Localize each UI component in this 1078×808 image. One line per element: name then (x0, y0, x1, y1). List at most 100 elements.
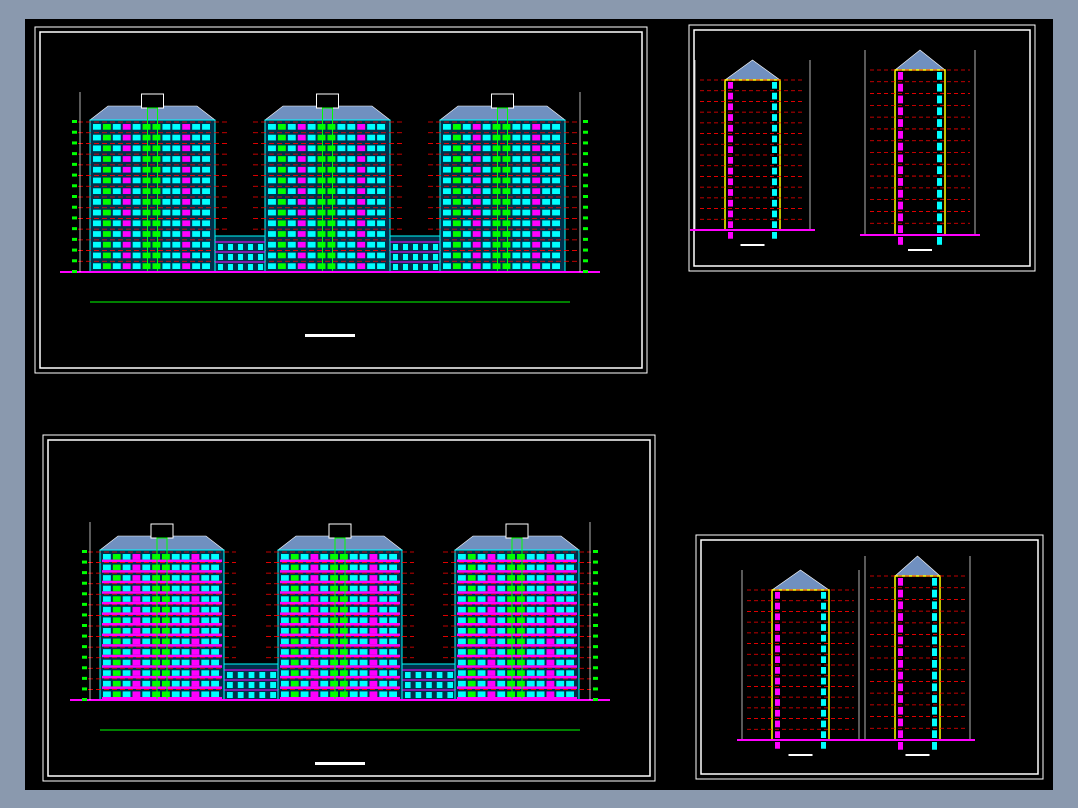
window (290, 617, 299, 623)
window (152, 199, 161, 205)
section-window (937, 213, 942, 222)
window (477, 575, 486, 581)
podium-window (436, 672, 443, 678)
window (472, 124, 481, 130)
level-marker (583, 237, 588, 241)
window (556, 670, 565, 676)
level-marker (583, 152, 588, 156)
level-marker (593, 634, 598, 638)
window (112, 220, 121, 227)
window (201, 617, 210, 623)
window (389, 649, 397, 655)
window (472, 145, 481, 152)
section-window (772, 178, 777, 186)
window (357, 177, 366, 184)
balcony-band (280, 559, 400, 563)
window (337, 188, 346, 194)
window (367, 209, 376, 216)
section-window (898, 695, 903, 703)
balcony-band (102, 644, 222, 647)
window (337, 166, 346, 173)
window (517, 670, 525, 676)
window (202, 231, 210, 237)
window (458, 554, 466, 560)
podium-window (413, 254, 418, 260)
window (112, 199, 121, 205)
window (517, 564, 525, 571)
window (536, 575, 545, 581)
window (202, 188, 210, 194)
window (379, 691, 388, 697)
window (552, 124, 560, 130)
window (162, 585, 170, 592)
window (458, 638, 466, 645)
window (290, 649, 299, 655)
window (522, 134, 531, 141)
window (327, 156, 336, 162)
window (132, 241, 141, 248)
window (532, 145, 541, 152)
window (517, 606, 525, 613)
level-marker (82, 634, 87, 638)
window (287, 263, 296, 269)
window (443, 188, 451, 194)
window (487, 606, 496, 613)
level-marker (593, 698, 598, 701)
level-marker (72, 216, 77, 220)
window (340, 659, 348, 666)
window (122, 241, 131, 248)
window (536, 585, 545, 592)
podium-window (447, 672, 453, 678)
window (181, 670, 190, 676)
window (369, 575, 378, 581)
section-window (898, 706, 903, 715)
window (281, 680, 289, 687)
level-marker (593, 645, 598, 649)
section-window (937, 189, 942, 198)
window (310, 585, 319, 592)
window (542, 231, 551, 237)
level-marker (82, 571, 87, 575)
window (142, 670, 151, 676)
window (467, 628, 476, 634)
section-window (728, 124, 733, 132)
window (487, 575, 496, 581)
window (359, 628, 368, 634)
section-window (775, 688, 780, 696)
window (330, 649, 338, 655)
window (162, 188, 171, 194)
window (297, 188, 306, 194)
window (512, 199, 521, 205)
window (340, 554, 348, 560)
window (512, 166, 521, 173)
window (349, 680, 358, 687)
level-marker (72, 237, 77, 241)
window (462, 134, 471, 141)
window (337, 241, 346, 248)
window (532, 209, 541, 216)
window (452, 252, 461, 259)
section-window (728, 114, 733, 121)
section (860, 555, 975, 756)
window (507, 554, 515, 560)
window (552, 177, 560, 184)
level-marker (82, 560, 87, 564)
section-roof (771, 569, 830, 591)
level-marker (82, 624, 87, 627)
window (507, 680, 515, 687)
section-window (898, 636, 903, 645)
window (297, 252, 306, 259)
window (377, 209, 385, 216)
section-title (908, 249, 932, 251)
window (546, 680, 555, 687)
balcony-band (457, 570, 577, 573)
window (300, 585, 309, 592)
section (737, 569, 864, 756)
window (211, 585, 219, 592)
section-window (937, 119, 942, 127)
podium-window (218, 244, 223, 250)
window (310, 554, 319, 560)
window (477, 606, 486, 613)
window (162, 606, 170, 613)
